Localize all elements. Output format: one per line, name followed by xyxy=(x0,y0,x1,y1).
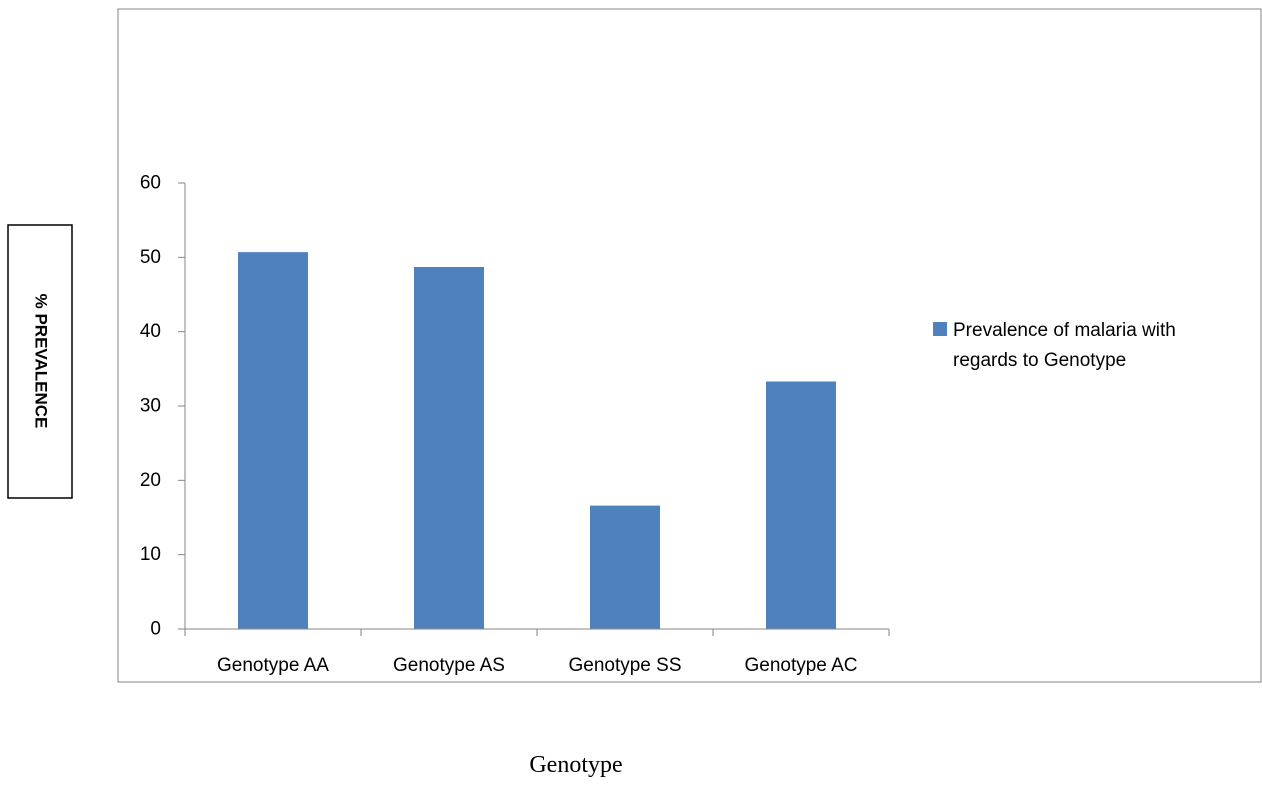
y-tick-label: 60 xyxy=(140,173,161,194)
y-axis-label-box xyxy=(7,224,73,499)
y-axis: 0 10 20 30 40 50 60 xyxy=(140,173,186,640)
x-axis-title: Genotype xyxy=(529,752,622,778)
chart-frame xyxy=(117,8,1262,683)
x-category-label: Genotype AA xyxy=(217,655,329,676)
x-axis: Genotype AA Genotype AS Genotype SS Genotyp… xyxy=(184,628,890,676)
y-axis-label: % PREVALENCE xyxy=(32,294,51,429)
legend-label-line-2: regards to Genotype xyxy=(953,350,1126,371)
bar xyxy=(414,266,484,629)
y-tick-label: 40 xyxy=(140,321,161,342)
legend-label-line-1: Prevalence of malaria with xyxy=(953,320,1176,341)
y-tick-label: 50 xyxy=(140,247,161,268)
x-category-label: Genotype AS xyxy=(393,655,505,676)
y-tick-label: 20 xyxy=(140,470,161,491)
y-tick-label: 0 xyxy=(150,619,161,640)
bar xyxy=(238,252,308,629)
y-tick-label: 30 xyxy=(140,396,161,417)
legend: Prevalence of malaria with regards to Ge… xyxy=(933,320,1176,371)
bar-series xyxy=(238,252,836,629)
x-category-label: Genotype SS xyxy=(568,655,681,676)
y-tick-label: 10 xyxy=(140,544,161,565)
bar xyxy=(590,505,660,629)
x-category-label: Genotype AC xyxy=(744,655,857,676)
bar xyxy=(766,381,836,629)
legend-swatch xyxy=(933,322,947,336)
